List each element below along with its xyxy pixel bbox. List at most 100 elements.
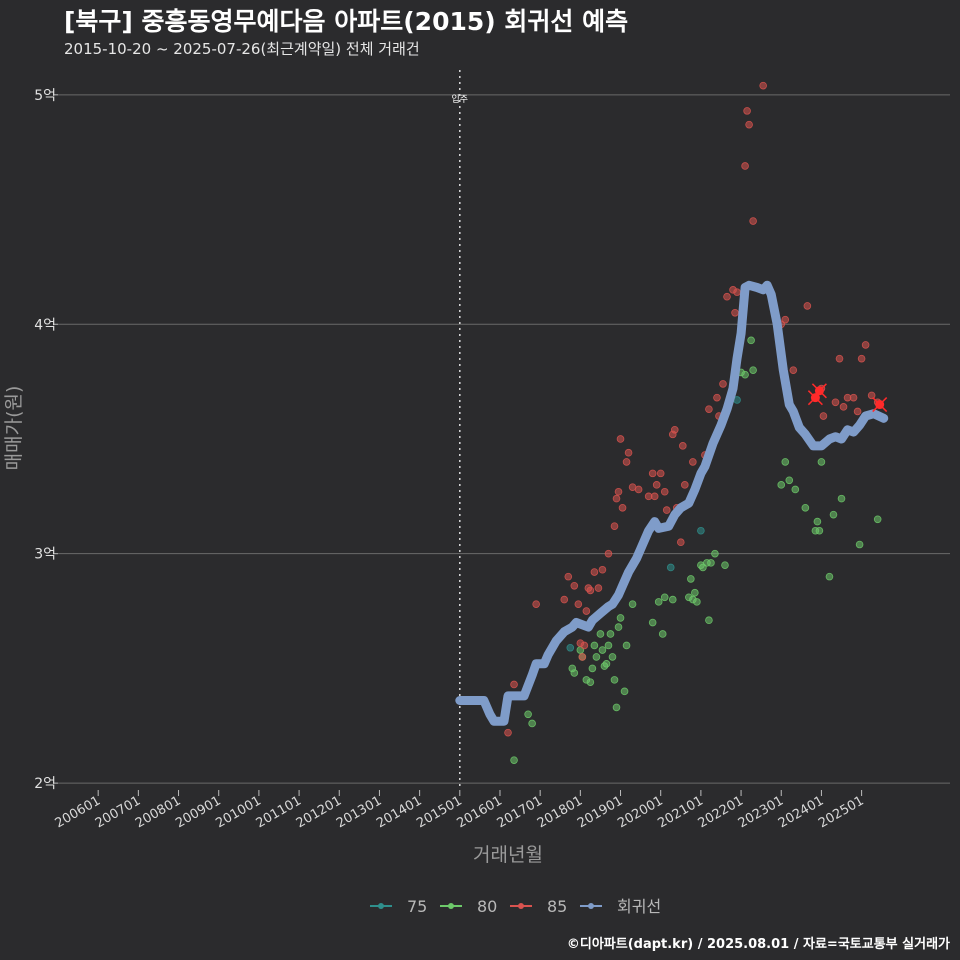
point-85 (705, 405, 713, 413)
x-tick-label: 202501 (816, 793, 866, 831)
x-tick-label: 200901 (173, 793, 223, 831)
point-85 (857, 354, 866, 363)
y-tick-label: 3억 (34, 547, 56, 563)
x-tick-label: 202401 (776, 793, 826, 831)
x-tick-label: 202301 (736, 793, 786, 831)
point-80 (586, 678, 595, 686)
point-80 (825, 572, 834, 581)
point-85 (849, 393, 858, 402)
point-80 (628, 600, 637, 608)
point-80 (510, 756, 518, 764)
point-85 (679, 442, 687, 450)
point-85 (749, 217, 757, 225)
point-85 (689, 458, 697, 466)
point-80 (592, 653, 601, 661)
point-85 (662, 506, 671, 514)
legend-label: 80 (477, 897, 497, 916)
point-75 (666, 563, 675, 572)
y-tick-label: 2억 (34, 776, 56, 792)
point-80 (791, 485, 800, 494)
point-80 (801, 504, 810, 512)
point-85 (616, 435, 625, 443)
point-80 (614, 623, 623, 631)
point-85 (604, 549, 613, 558)
legend-label: 75 (407, 897, 427, 916)
x-tick-label: 201501 (414, 793, 464, 831)
x-tick-label: 200601 (53, 793, 103, 831)
point-80 (620, 687, 629, 696)
point-85 (652, 481, 661, 489)
point-85 (580, 641, 589, 650)
point-80 (616, 614, 625, 622)
highlight-marker (811, 383, 827, 399)
point-80 (608, 653, 617, 661)
point-85 (582, 607, 591, 615)
x-tick-label: 201301 (334, 793, 384, 831)
x-axis-title: 거래년월 (473, 844, 543, 866)
point-80 (855, 540, 864, 549)
x-tick-label: 201001 (213, 793, 263, 831)
point-80 (741, 370, 749, 379)
point-85 (853, 407, 862, 416)
point-85 (656, 469, 665, 478)
point-85 (650, 492, 659, 501)
legend-dot (518, 903, 524, 909)
point-80 (612, 703, 621, 712)
point-80 (837, 494, 846, 503)
x-tick-label: 200701 (93, 793, 143, 831)
point-80 (658, 630, 667, 638)
point-85 (835, 354, 844, 363)
point-80 (524, 710, 532, 719)
legend-dot (588, 903, 594, 909)
point-80 (570, 669, 579, 677)
point-80 (606, 630, 615, 638)
point-85 (598, 565, 607, 574)
point-80 (654, 598, 663, 606)
move-in-marker: 입주 (452, 70, 468, 790)
point-80 (668, 595, 677, 604)
chart-subtitle: 2015-10-20 ~ 2025-07-26(최근계약일) 전체 거래건 (64, 40, 420, 58)
point-80 (711, 549, 719, 558)
x-tick-label: 202001 (615, 793, 665, 831)
point-80 (873, 515, 882, 524)
point-85 (731, 308, 739, 317)
point-85 (719, 380, 727, 388)
legend: 75 80 85 회귀선 (370, 897, 661, 916)
point-80 (721, 561, 729, 569)
point-85 (634, 485, 643, 494)
point-80 (660, 593, 669, 602)
point-85 (861, 341, 870, 349)
point-85 (648, 469, 657, 478)
legend-dot (378, 903, 384, 909)
point-85 (759, 81, 767, 90)
legend-label: 85 (547, 897, 567, 916)
point-85 (590, 568, 599, 576)
point-80 (604, 641, 613, 650)
x-tick-label: 202101 (655, 793, 705, 831)
point-80 (622, 641, 631, 650)
point-85 (819, 412, 828, 420)
point-80 (781, 458, 790, 466)
point-80 (602, 660, 611, 668)
point-80 (528, 719, 536, 728)
point-85 (586, 586, 595, 595)
point-85 (532, 600, 540, 608)
x-tick-label: 201401 (374, 793, 424, 831)
point-85 (578, 653, 587, 661)
point-80 (785, 476, 794, 485)
highlight-points (807, 383, 888, 413)
point-85 (560, 595, 569, 604)
highlight-dot (875, 400, 885, 410)
gridlines (58, 94, 950, 784)
point-85 (570, 582, 579, 590)
point-75 (697, 526, 705, 535)
point-80 (588, 664, 597, 673)
legend-dot (448, 903, 454, 909)
highlight-dot (810, 393, 820, 403)
point-85 (867, 391, 876, 400)
point-85 (723, 292, 731, 301)
point-80 (590, 641, 599, 650)
point-80 (598, 646, 607, 654)
y-tick-label: 4억 (34, 317, 56, 333)
point-80 (749, 366, 757, 374)
